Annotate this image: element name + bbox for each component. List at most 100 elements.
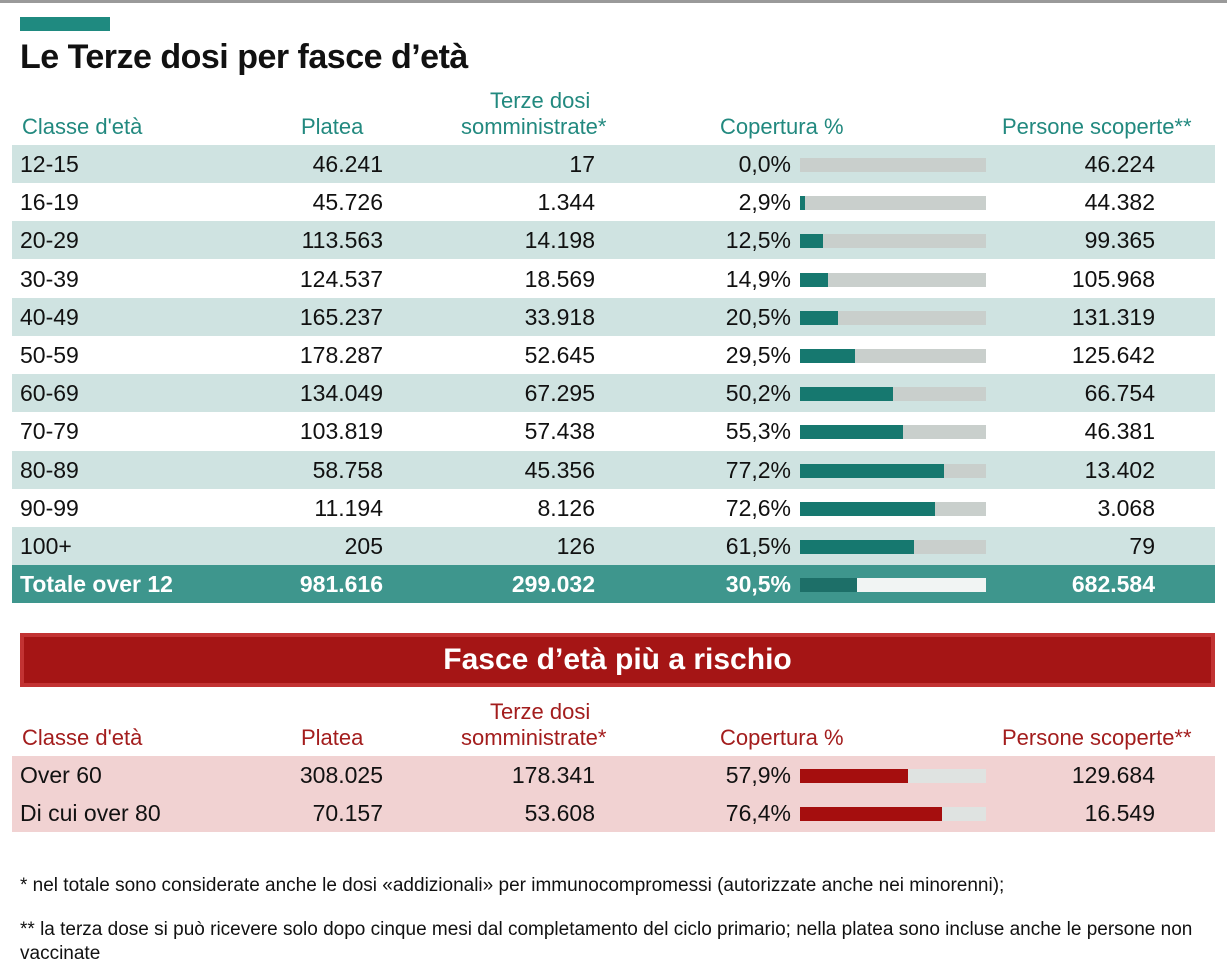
risk-banner: Fasce d’età più a rischio	[20, 633, 1215, 687]
coverage-bar-track	[800, 425, 986, 440]
age-table-row: 20-29 113.563 14.198 12,5% 99.365	[12, 221, 1215, 260]
platea-cell: 205	[344, 533, 383, 559]
scoperte-cell: 66.754	[1084, 380, 1155, 407]
platea-cell: 124.537	[299, 265, 383, 292]
platea-cell: 45.726	[312, 189, 383, 216]
scoperte-cell: 46.381	[1084, 418, 1155, 445]
platea-cell: 308.025	[299, 762, 383, 788]
risk-header-scoperte: Persone scoperte**	[1002, 725, 1192, 750]
age-cell: 16-19	[20, 189, 79, 216]
header-terze-line1: Terze dosi	[490, 88, 591, 113]
age-cell: 20-29	[20, 227, 79, 254]
coverage-bar-track	[800, 807, 986, 821]
copertura-cell: 61,5%	[725, 533, 791, 559]
terze-cell: 18.569	[524, 265, 595, 292]
footnote-1: * nel totale sono considerate anche le d…	[20, 875, 1005, 896]
platea-cell: 178.287	[299, 342, 383, 368]
platea-cell: 113.563	[301, 227, 383, 254]
terze-cell: 8.126	[537, 494, 595, 521]
platea-cell: 58.758	[312, 456, 383, 483]
coverage-bar	[800, 196, 805, 211]
coverage-bar	[800, 769, 908, 783]
coverage-bar	[800, 425, 903, 440]
age-table-row: 30-39 124.537 18.569 14,9% 105.968	[12, 260, 1215, 298]
risk-header-terze-line1: Terze dosi	[490, 699, 591, 724]
age-table-row: 70-79 103.819 57.438 55,3% 46.381	[12, 412, 1215, 450]
coverage-bar-track	[800, 387, 986, 402]
coverage-bar	[800, 501, 935, 516]
header-platea: Platea	[301, 114, 364, 139]
coverage-bar	[800, 578, 857, 592]
platea-cell: 46.241	[312, 151, 383, 177]
total-row: Totale over 12 981.616 299.032 30,5% 682.584	[12, 565, 1215, 603]
age-cell: 50-59	[20, 342, 79, 368]
copertura-cell: 30,5%	[725, 571, 791, 597]
age-cell: 80-89	[20, 456, 79, 483]
scoperte-cell: 99.365	[1084, 227, 1155, 254]
header-scoperte: Persone scoperte**	[1002, 114, 1192, 139]
coverage-bar-track	[800, 578, 986, 592]
age-cell: 90-99	[20, 494, 79, 521]
scoperte-cell: 3.068	[1097, 494, 1155, 521]
risk-header-age: Classe d'età	[22, 725, 143, 750]
copertura-cell: 57,9%	[725, 762, 791, 788]
coverage-bar	[800, 463, 944, 478]
age-table-row: 40-49 165.237 33.918 20,5% 131.319	[12, 297, 1215, 336]
age-cell: 30-39	[20, 265, 79, 292]
coverage-bar-track	[800, 234, 986, 249]
age-table-row: 12-15 46.241 17 0,0% 46.224	[12, 145, 1215, 183]
risk-header-terze-line2: somministrate*	[461, 725, 607, 750]
page-title: Le Terze dosi per fasce d’età	[20, 38, 468, 76]
terze-cell: 1.344	[537, 189, 595, 216]
age-table-row: 60-69 134.049 67.295 50,2% 66.754	[12, 374, 1215, 413]
terze-cell: 33.918	[524, 303, 595, 330]
coverage-bar-track	[800, 769, 986, 783]
scoperte-cell: 105.968	[1071, 265, 1155, 292]
copertura-cell: 77,2%	[725, 456, 791, 483]
age-cell: 70-79	[20, 418, 79, 445]
coverage-bar-track	[800, 158, 986, 172]
age-table-row: 100+ 205 126 61,5% 79	[12, 527, 1215, 565]
age-table-row: 16-19 45.726 1.344 2,9% 44.382	[12, 183, 1215, 221]
age-table-row: 90-99 11.194 8.126 72,6% 3.068	[12, 489, 1215, 527]
terze-cell: 53.608	[524, 800, 595, 826]
terze-cell: 17	[569, 151, 595, 177]
platea-cell: 165.237	[299, 303, 383, 330]
coverage-bar-track	[800, 349, 986, 363]
platea-cell: 134.049	[299, 380, 383, 407]
copertura-cell: 0,0%	[738, 151, 791, 177]
coverage-bar	[800, 807, 942, 821]
copertura-cell: 2,9%	[738, 189, 791, 216]
header-copertura: Copertura %	[720, 114, 844, 139]
platea-cell: 981.616	[299, 571, 383, 597]
terze-cell: 299.032	[511, 571, 595, 597]
terze-cell: 45.356	[524, 456, 595, 483]
risk-table-row: Di cui over 80 70.157 53.608 76,4% 16.549	[12, 794, 1215, 832]
scoperte-cell: 16.549	[1084, 800, 1155, 826]
coverage-bar	[800, 310, 838, 325]
terze-cell: 178.341	[511, 762, 595, 788]
scoperte-cell: 46.224	[1084, 151, 1155, 177]
title-accent-bar	[20, 17, 110, 31]
top-rule	[0, 0, 1227, 3]
age-table-row: 50-59 178.287 52.645 29,5% 125.642	[12, 336, 1215, 374]
age-cell: 40-49	[20, 303, 79, 330]
terze-cell: 126	[556, 533, 595, 559]
coverage-bar	[800, 540, 914, 554]
copertura-cell: 76,4%	[725, 800, 791, 826]
scoperte-cell: 44.382	[1084, 189, 1155, 216]
scoperte-cell: 129.684	[1071, 762, 1155, 788]
header-age: Classe d'età	[22, 114, 143, 139]
scoperte-cell: 79	[1129, 533, 1155, 559]
age-cell: Totale over 12	[20, 571, 173, 597]
coverage-bar-track	[800, 540, 986, 554]
coverage-bar-track	[800, 196, 986, 211]
coverage-bar-track	[800, 310, 986, 325]
footnote-2: ** la terza dose si può ricevere solo do…	[20, 919, 1193, 964]
age-table-row: 80-89 58.758 45.356 77,2% 13.402	[12, 450, 1215, 489]
age-cell: 100+	[20, 533, 72, 559]
scoperte-cell: 125.642	[1071, 342, 1155, 368]
platea-cell: 11.194	[314, 494, 383, 521]
copertura-cell: 72,6%	[725, 494, 791, 521]
platea-cell: 103.819	[299, 418, 383, 445]
